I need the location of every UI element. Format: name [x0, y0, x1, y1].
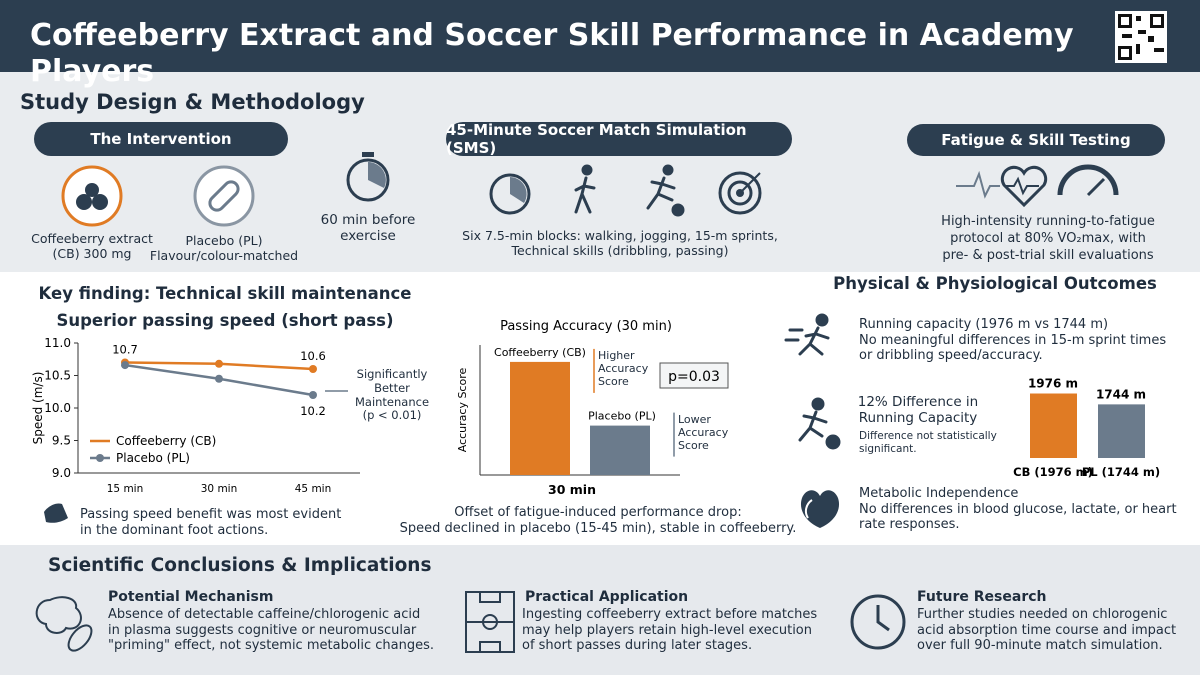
page-title: Coffeeberry Extract and Soccer Skill Per…	[30, 18, 1074, 89]
y-tick-label: 9.5	[52, 434, 71, 448]
marker	[215, 359, 223, 368]
data-label: 10.2	[300, 404, 326, 418]
bar	[510, 361, 570, 475]
x-tick-label: 15 min	[107, 483, 144, 495]
y-axis-label: Accuracy Score	[456, 368, 469, 453]
heading: Key finding: Technical skill maintenance	[38, 284, 412, 303]
p-box	[659, 362, 729, 389]
data-label: 10.7	[112, 343, 138, 357]
data-label: 1976 m	[1028, 377, 1078, 391]
pill-heading: 45-Minute Soccer Match Simulation (SMS)	[446, 121, 792, 157]
pill-heading: Fatigue & Skill Testing	[907, 124, 1165, 156]
heading: Physical & Physiological Outcomes	[833, 274, 1157, 293]
y-tick-label: 10.0	[44, 401, 71, 415]
item-text: Absence of detectable caffeine/chlorogen…	[108, 607, 435, 654]
bar	[1030, 393, 1077, 458]
section-heading: Study Design & Methodology	[20, 90, 365, 114]
marker	[309, 391, 317, 399]
marker	[215, 374, 223, 383]
text: Running capacity (1976 m vs 1744 m) No m…	[859, 317, 1167, 364]
text: 12% Difference in Running Capacity	[857, 394, 979, 427]
series-label: Placebo (PL)	[588, 410, 656, 423]
y-tick-label: 11.0	[44, 336, 71, 350]
x-tick-label: PL (1744 m)	[1082, 465, 1160, 479]
bar	[590, 425, 650, 475]
series-label: Coffeeberry (CB)	[494, 346, 586, 359]
label: 60 min before exercise	[320, 212, 416, 245]
item-title: Practical Application	[525, 589, 689, 605]
y-tick-label: 10.5	[44, 369, 71, 383]
subheading: Superior passing speed (short pass)	[56, 311, 394, 330]
item-text: Further studies needed on chlorogenic ac…	[917, 607, 1177, 654]
chart-title: Passing Accuracy (30 min)	[500, 319, 672, 334]
note: Offset of fatigue-induced performance dr…	[399, 505, 797, 536]
label: Placebo (PL) Flavour/colour-matched	[149, 233, 299, 263]
note: Passing speed benefit was most evident i…	[80, 507, 342, 538]
qr-code	[1115, 11, 1167, 63]
y-axis-label: Speed (m/s)	[31, 372, 45, 445]
x-tick-label: 30 min	[548, 482, 596, 497]
y-tick-label: 9.0	[52, 466, 71, 480]
pill-heading: The Intervention	[34, 122, 288, 156]
data-label: 10.6	[300, 349, 326, 363]
legend-label: Coffeeberry (CB)	[116, 434, 216, 448]
description: Six 7.5-min blocks: walking, jogging, 15…	[462, 228, 778, 258]
p-value: p=0.03	[668, 369, 720, 385]
x-tick-label: CB (1976 m)	[1013, 465, 1093, 479]
item-title: Potential Mechanism	[108, 589, 274, 605]
x-tick-label: 45 min	[295, 483, 332, 495]
bar-note: Higher Accuracy Score	[598, 348, 649, 389]
item-title: Future Research	[917, 589, 1047, 605]
section-heading: Scientific Conclusions & Implications	[48, 555, 432, 576]
bar-note: Lower Accuracy Score	[678, 412, 729, 452]
label: Coffeeberry extract (CB) 300 mg	[31, 231, 153, 261]
description: High-intensity running-to-fatigue protoc…	[941, 214, 1155, 263]
bar	[1098, 404, 1145, 458]
item-text: Ingesting coffeeberry extract before mat…	[522, 607, 818, 654]
legend-label: Placebo (PL)	[116, 451, 190, 465]
data-label: 1744 m	[1096, 387, 1146, 401]
annotation: Significantly Better Maintenance (p < 0.…	[354, 367, 430, 423]
icons	[35, 152, 1119, 653]
x-tick-label: 30 min	[201, 483, 238, 495]
legend-marker	[96, 454, 104, 462]
text: Difference not statistically significant…	[859, 430, 997, 455]
marker	[309, 365, 317, 373]
text: Metabolic Independence No differences in…	[859, 486, 1177, 533]
marker	[121, 361, 129, 370]
